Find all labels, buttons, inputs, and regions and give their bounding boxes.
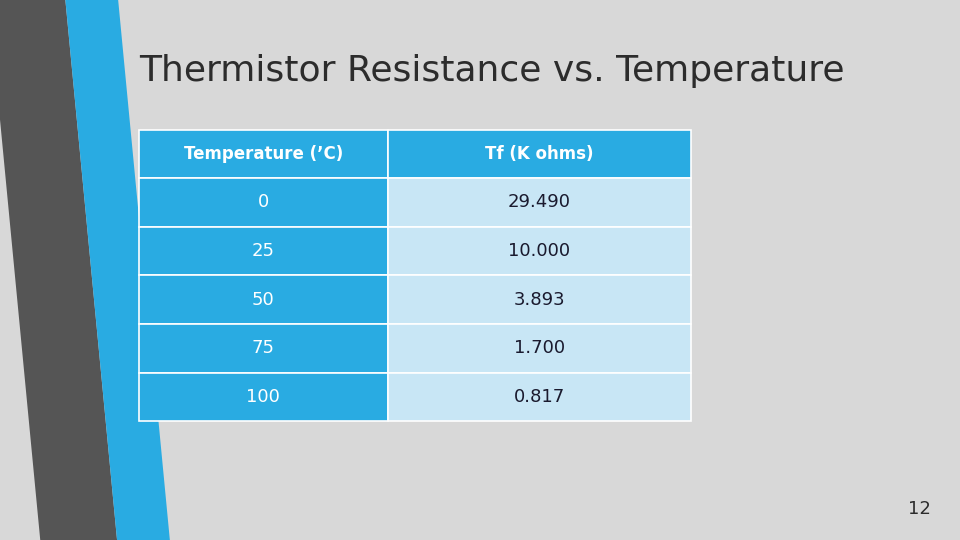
Text: 50: 50	[252, 291, 275, 309]
FancyBboxPatch shape	[388, 275, 691, 324]
FancyBboxPatch shape	[139, 178, 388, 227]
FancyBboxPatch shape	[388, 324, 691, 373]
FancyBboxPatch shape	[388, 130, 691, 178]
Text: 3.893: 3.893	[514, 291, 565, 309]
FancyBboxPatch shape	[139, 227, 388, 275]
FancyBboxPatch shape	[139, 275, 388, 324]
Text: Tf (K ohms): Tf (K ohms)	[485, 145, 593, 163]
Text: 0.817: 0.817	[514, 388, 565, 406]
FancyBboxPatch shape	[139, 324, 388, 373]
Text: Thermistor Resistance vs. Temperature: Thermistor Resistance vs. Temperature	[139, 54, 845, 88]
Text: 29.490: 29.490	[508, 193, 571, 212]
FancyBboxPatch shape	[139, 373, 388, 421]
Text: 1.700: 1.700	[514, 339, 565, 357]
FancyBboxPatch shape	[388, 227, 691, 275]
Text: 0: 0	[258, 193, 269, 212]
Polygon shape	[58, 0, 178, 540]
Text: 100: 100	[247, 388, 280, 406]
FancyBboxPatch shape	[388, 178, 691, 227]
Text: 12: 12	[908, 501, 931, 518]
Polygon shape	[0, 0, 125, 540]
Text: 75: 75	[252, 339, 275, 357]
Text: 25: 25	[252, 242, 275, 260]
FancyBboxPatch shape	[139, 130, 388, 178]
Text: 10.000: 10.000	[509, 242, 570, 260]
FancyBboxPatch shape	[388, 373, 691, 421]
Text: Temperature (’C): Temperature (’C)	[183, 145, 343, 163]
